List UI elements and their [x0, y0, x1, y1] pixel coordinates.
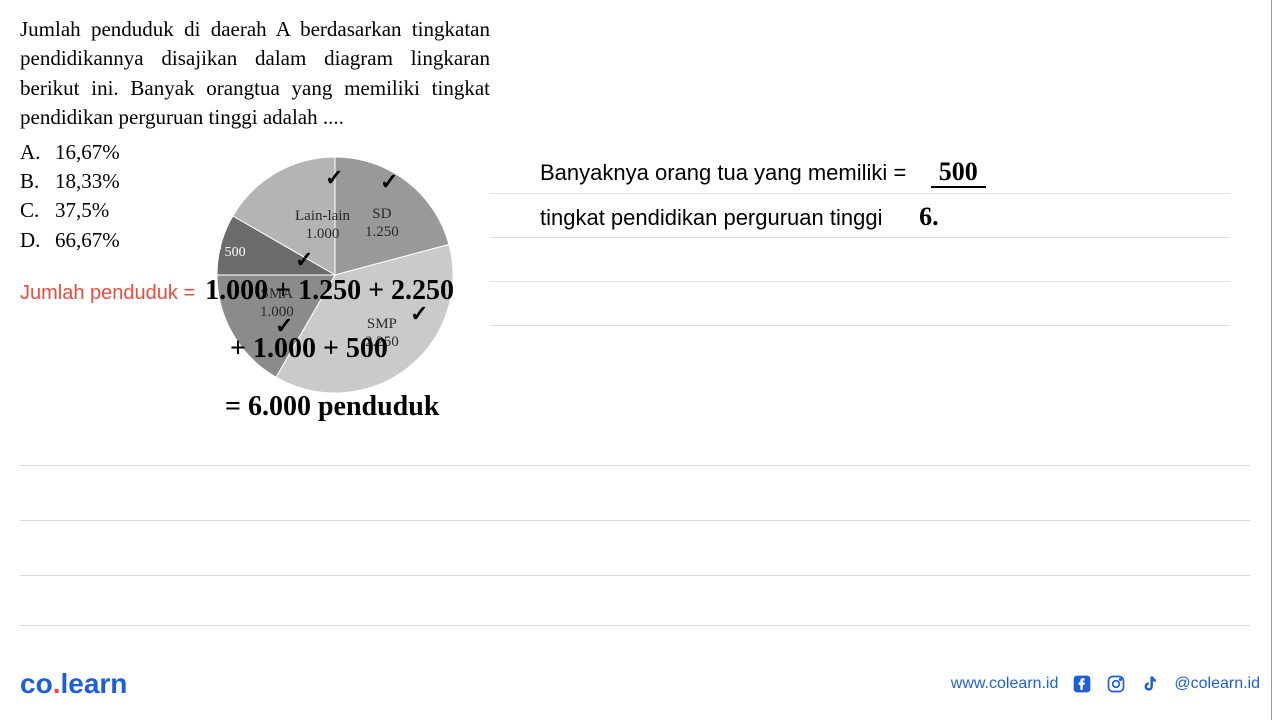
- pie-slice-label: PT 500: [205, 245, 246, 262]
- logo-co: co: [20, 668, 53, 699]
- rule-line: [490, 237, 1230, 238]
- facebook-icon: [1072, 674, 1092, 694]
- work-section: Jumlah penduduk = 1.000 + 1.250 + 2.250 …: [0, 255, 1280, 441]
- problem-block: Jumlah penduduk di daerah A berdasarkan …: [20, 15, 490, 255]
- work-line-3: = 6.000 penduduk: [20, 391, 1260, 441]
- footer-url: www.colearn.id: [951, 675, 1059, 693]
- work-expr-3: = 6.000 penduduk: [225, 391, 439, 423]
- instagram-icon: [1106, 674, 1126, 694]
- fraction-top: 500: [931, 157, 986, 188]
- answer-hand-2: 6.: [919, 202, 939, 231]
- page-divider: [1271, 0, 1272, 720]
- option-value: 66,67%: [55, 226, 120, 255]
- check-icon: ✓: [380, 169, 398, 195]
- option-letter: D.: [20, 226, 55, 255]
- rule-line: [20, 575, 1250, 576]
- work-expr-2: + 1.000 + 500: [230, 333, 388, 365]
- pie-slice-label: SD1.250: [365, 205, 399, 241]
- fraction: 500: [931, 150, 986, 195]
- pie-slice-label: Lain-lain1.000: [295, 207, 350, 243]
- work-label: Jumlah penduduk =: [20, 282, 195, 305]
- footer: co.learn www.colearn.id @colearn.id: [20, 668, 1260, 700]
- option-letter: B.: [20, 167, 55, 196]
- work-line-2: + 1.000 + 500: [20, 333, 1260, 383]
- top-section: Jumlah penduduk di daerah A berdasarkan …: [0, 0, 1280, 255]
- answer-line-1: Banyaknya orang tua yang memiliki = 500: [540, 150, 1260, 195]
- answer-line-2: tingkat pendidikan perguruan tinggi 6.: [540, 195, 1260, 240]
- answer-label-2: tingkat pendidikan perguruan tinggi: [540, 205, 882, 230]
- option-letter: A.: [20, 138, 55, 167]
- problem-text: Jumlah penduduk di daerah A berdasarkan …: [20, 15, 490, 133]
- option-letter: C.: [20, 196, 55, 225]
- answer-label-1: Banyaknya orang tua yang memiliki =: [540, 160, 906, 185]
- rule-line: [20, 625, 1250, 626]
- logo-learn: learn: [60, 668, 127, 699]
- work-expr-1: 1.000 + 1.250 + 2.250: [205, 275, 454, 307]
- rule-line: [20, 520, 1250, 521]
- option-value: 16,67%: [55, 138, 120, 167]
- footer-handle: @colearn.id: [1174, 675, 1260, 693]
- check-icon: ✓: [325, 165, 343, 191]
- footer-right: www.colearn.id @colearn.id: [951, 674, 1260, 694]
- answer-area: Banyaknya orang tua yang memiliki = 500 …: [490, 15, 1260, 255]
- rule-line: [490, 325, 1230, 326]
- check-icon: ✓: [295, 247, 313, 273]
- rule-line: [490, 193, 1230, 194]
- tiktok-icon: [1140, 674, 1160, 694]
- rule-line: [20, 465, 1250, 466]
- logo: co.learn: [20, 668, 127, 700]
- option-value: 18,33%: [55, 167, 120, 196]
- work-line-1: Jumlah penduduk = 1.000 + 1.250 + 2.250: [20, 275, 1260, 325]
- option-value: 37,5%: [55, 196, 109, 225]
